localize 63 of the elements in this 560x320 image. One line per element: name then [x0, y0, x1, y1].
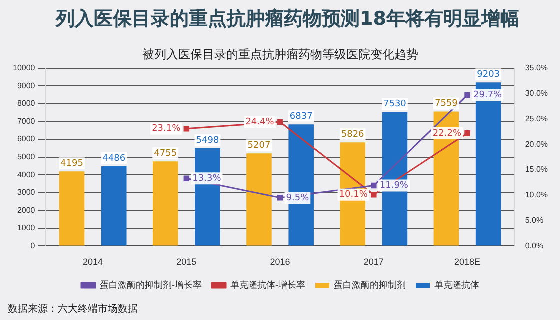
bar	[59, 172, 85, 246]
chart-subtitle: 被列入医保目录的重点抗肿瘤药物等级医院变化趋势	[142, 47, 418, 62]
y2-tick-label: 35.0%	[525, 64, 548, 73]
point	[184, 176, 190, 182]
y-tick-label: 9000	[17, 81, 36, 90]
bar	[476, 82, 502, 246]
point	[464, 92, 470, 98]
bar	[288, 124, 314, 246]
y-tick-label: 0	[30, 241, 36, 250]
y2-tick-label: 30.0%	[525, 89, 548, 98]
y-tick-label: 8000	[17, 99, 36, 108]
point	[277, 195, 284, 201]
data-label: 4755	[154, 149, 178, 159]
point	[464, 130, 470, 136]
data-label: 6837	[290, 112, 313, 122]
y-tick-label: 4000	[17, 170, 36, 180]
x-tick-label: 2016	[270, 257, 290, 268]
data-label: 13.3%	[192, 174, 222, 184]
y-tick-label: 6000	[17, 134, 36, 144]
y2-tick-label: 10.0%	[525, 190, 548, 200]
point	[184, 126, 190, 132]
y-tick-label: 3000	[17, 188, 36, 198]
y2-tick-label: 20.0%	[525, 140, 548, 149]
chart-title: 列入医保目录的重点抗肿瘤药物预测18年将有明显增幅	[56, 7, 520, 32]
bar	[101, 166, 127, 246]
data-label: 9.5%	[286, 193, 310, 204]
legend-label: 单克隆抗体	[434, 280, 480, 290]
bar	[152, 162, 178, 246]
data-label: 24.4%	[246, 118, 275, 128]
y-tick-label: 10000	[12, 64, 36, 73]
data-label: 5207	[248, 140, 271, 151]
point	[277, 119, 284, 126]
data-label: 22.2%	[432, 128, 462, 139]
y-tick-label: 2000	[17, 206, 36, 215]
data-label: 5498	[196, 136, 220, 146]
y2-tick-label: 0.0%	[525, 241, 544, 250]
data-label: 9203	[477, 70, 500, 80]
y2-tick-label: 25.0%	[525, 114, 548, 124]
data-label: 7559	[434, 99, 458, 110]
data-label: 4486	[102, 154, 126, 164]
data-label: 23.1%	[152, 124, 182, 134]
y2-tick-label: 15.0%	[525, 165, 548, 174]
y-tick-label: 7000	[17, 116, 36, 126]
data-label: 4195	[60, 158, 84, 169]
point	[371, 182, 377, 189]
legend-label: 单克隆抗体-增长率	[230, 280, 306, 290]
point	[371, 192, 377, 198]
y-tick-label: 1000	[17, 224, 36, 233]
y-tick-label: 5000	[17, 152, 36, 162]
x-tick-label: 2015	[176, 257, 197, 268]
legend-label: 蛋白激酶的抑制剂-增长率	[100, 280, 202, 290]
x-tick-label: 2018E	[454, 257, 481, 268]
data-label: 5826	[341, 130, 365, 140]
bar	[246, 154, 272, 246]
data-label: 7530	[384, 100, 407, 110]
legend-label: 蛋白激酶的抑制剂	[334, 280, 406, 290]
data-label: 29.7%	[474, 90, 503, 101]
y2-tick-label: 5.0%	[525, 216, 544, 226]
x-tick-label: 2017	[364, 257, 384, 268]
data-label: 10.1%	[339, 190, 368, 200]
source-note: 数据来源：六大终端市场数据	[8, 302, 138, 316]
x-tick-label: 2014	[83, 257, 104, 268]
data-label: 11.9%	[380, 181, 409, 192]
